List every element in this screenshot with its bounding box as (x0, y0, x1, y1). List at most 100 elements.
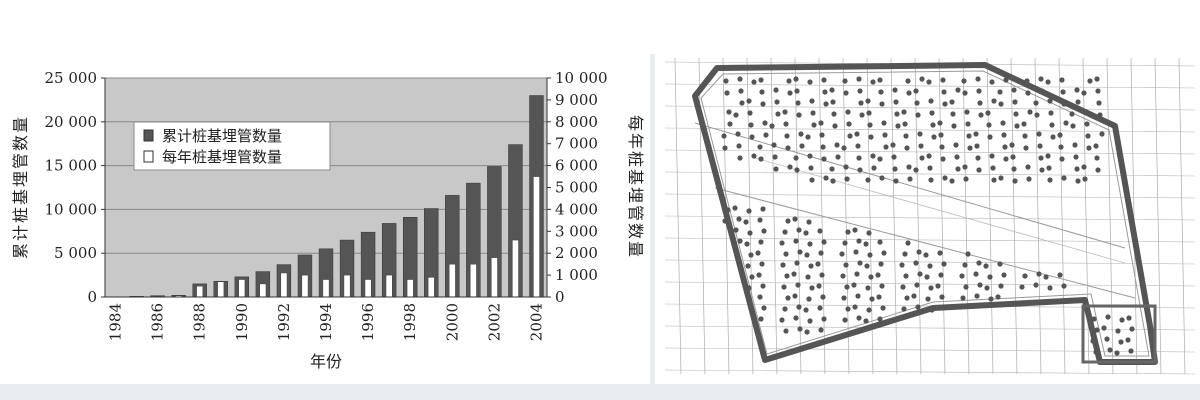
right-tick-label: 8 000 (555, 113, 598, 131)
tree-marker (818, 327, 824, 333)
tree-marker (965, 251, 971, 257)
tree-marker (806, 296, 812, 302)
tree-marker (899, 262, 905, 268)
tree-marker (791, 271, 797, 277)
bar-annual (490, 257, 498, 298)
tree-marker (726, 109, 732, 115)
tree-marker (1026, 176, 1032, 182)
tree-marker (949, 178, 955, 184)
tree-marker (868, 134, 874, 140)
tree-marker (1094, 155, 1100, 161)
legend: 累计桩基埋管数量 每年桩基埋管数量 (133, 121, 331, 171)
tree-marker (822, 89, 828, 95)
tree-marker (847, 133, 853, 139)
tree-marker (962, 90, 968, 96)
tree-marker (914, 100, 920, 106)
tree-marker (785, 218, 791, 224)
grid-line-horizontal (664, 105, 1196, 111)
tree-marker (857, 260, 863, 266)
tree-marker (794, 88, 800, 94)
tree-marker (818, 120, 824, 126)
bar-annual (406, 279, 414, 298)
tree-marker (785, 295, 791, 301)
tree-marker (1070, 123, 1076, 129)
tree-marker (721, 133, 727, 139)
tree-marker (809, 285, 815, 291)
tree-marker (973, 271, 979, 277)
tree-marker (745, 263, 751, 269)
tree-marker (929, 110, 935, 116)
tree-marker (1038, 76, 1044, 82)
bar-annual (217, 281, 225, 298)
left-tick-label: 0 (87, 288, 97, 306)
grid-line-vertical (962, 57, 970, 375)
tree-marker (817, 305, 823, 311)
tree-marker (883, 144, 889, 150)
tree-marker (804, 252, 810, 258)
tree-marker (1085, 133, 1091, 139)
tree-marker (938, 132, 944, 138)
pile-pipe-chart: 0 5 000 10 000 15 000 20 000 25 000 0 1 000 2 00… (11, 69, 645, 371)
tree-marker (783, 251, 789, 257)
tree-marker (924, 274, 930, 280)
tree-marker (843, 90, 849, 96)
tree-marker (878, 261, 884, 267)
tree-marker (1081, 164, 1087, 170)
tree-marker (846, 121, 852, 127)
tree-marker (879, 283, 885, 289)
tree-marker (782, 109, 788, 115)
tree-marker (1009, 142, 1015, 148)
tree-marker (917, 131, 923, 137)
tree-marker (1046, 165, 1052, 171)
tree-marker (843, 164, 849, 170)
tree-marker (904, 295, 910, 301)
tree-marker (985, 110, 991, 116)
tree-marker (987, 274, 993, 280)
tree-marker (976, 88, 982, 94)
tree-marker (797, 326, 803, 332)
tree-marker (1002, 144, 1008, 150)
tree-marker (792, 216, 798, 222)
tree-marker (1081, 90, 1087, 96)
tree-marker (1039, 88, 1045, 94)
tree-marker (900, 284, 906, 290)
left-tick-label: 20 000 (45, 113, 98, 131)
tree-marker (991, 98, 997, 104)
tree-marker (869, 296, 875, 302)
tree-marker (1094, 327, 1100, 333)
tree-marker (894, 111, 900, 117)
tree-marker (967, 145, 973, 151)
tree-marker (805, 274, 811, 280)
tree-marker (746, 98, 752, 104)
tree-marker (793, 238, 799, 244)
tree-marker (877, 239, 883, 245)
x-tick-label: 1994 (317, 303, 335, 341)
tree-marker (792, 293, 798, 299)
tree-marker (760, 206, 766, 212)
diagonal-road (714, 187, 1136, 299)
tree-marker (760, 283, 766, 289)
grid-line-vertical (914, 57, 922, 375)
legend-label-annual: 每年桩基埋管数量 (162, 148, 282, 166)
tree-marker (839, 251, 845, 257)
tree-marker (955, 87, 961, 93)
tree-marker (1022, 273, 1028, 279)
grid-line-horizontal (664, 127, 1196, 133)
tree-marker (760, 101, 766, 107)
tree-marker (743, 219, 749, 225)
tree-marker (1083, 109, 1089, 115)
left-tick-label: 15 000 (45, 157, 98, 175)
tree-marker (787, 164, 793, 170)
tree-marker (723, 78, 729, 84)
tree-marker (758, 77, 764, 83)
tree-marker (1000, 120, 1006, 126)
tree-marker (1115, 328, 1121, 334)
tree-marker (950, 111, 956, 117)
tree-marker (783, 121, 789, 127)
tree-marker (1090, 338, 1096, 344)
grid-line-vertical (890, 57, 898, 375)
tree-marker (749, 134, 755, 140)
tree-marker (737, 155, 743, 161)
grid-line-vertical (1178, 57, 1186, 375)
tree-marker (841, 145, 847, 151)
